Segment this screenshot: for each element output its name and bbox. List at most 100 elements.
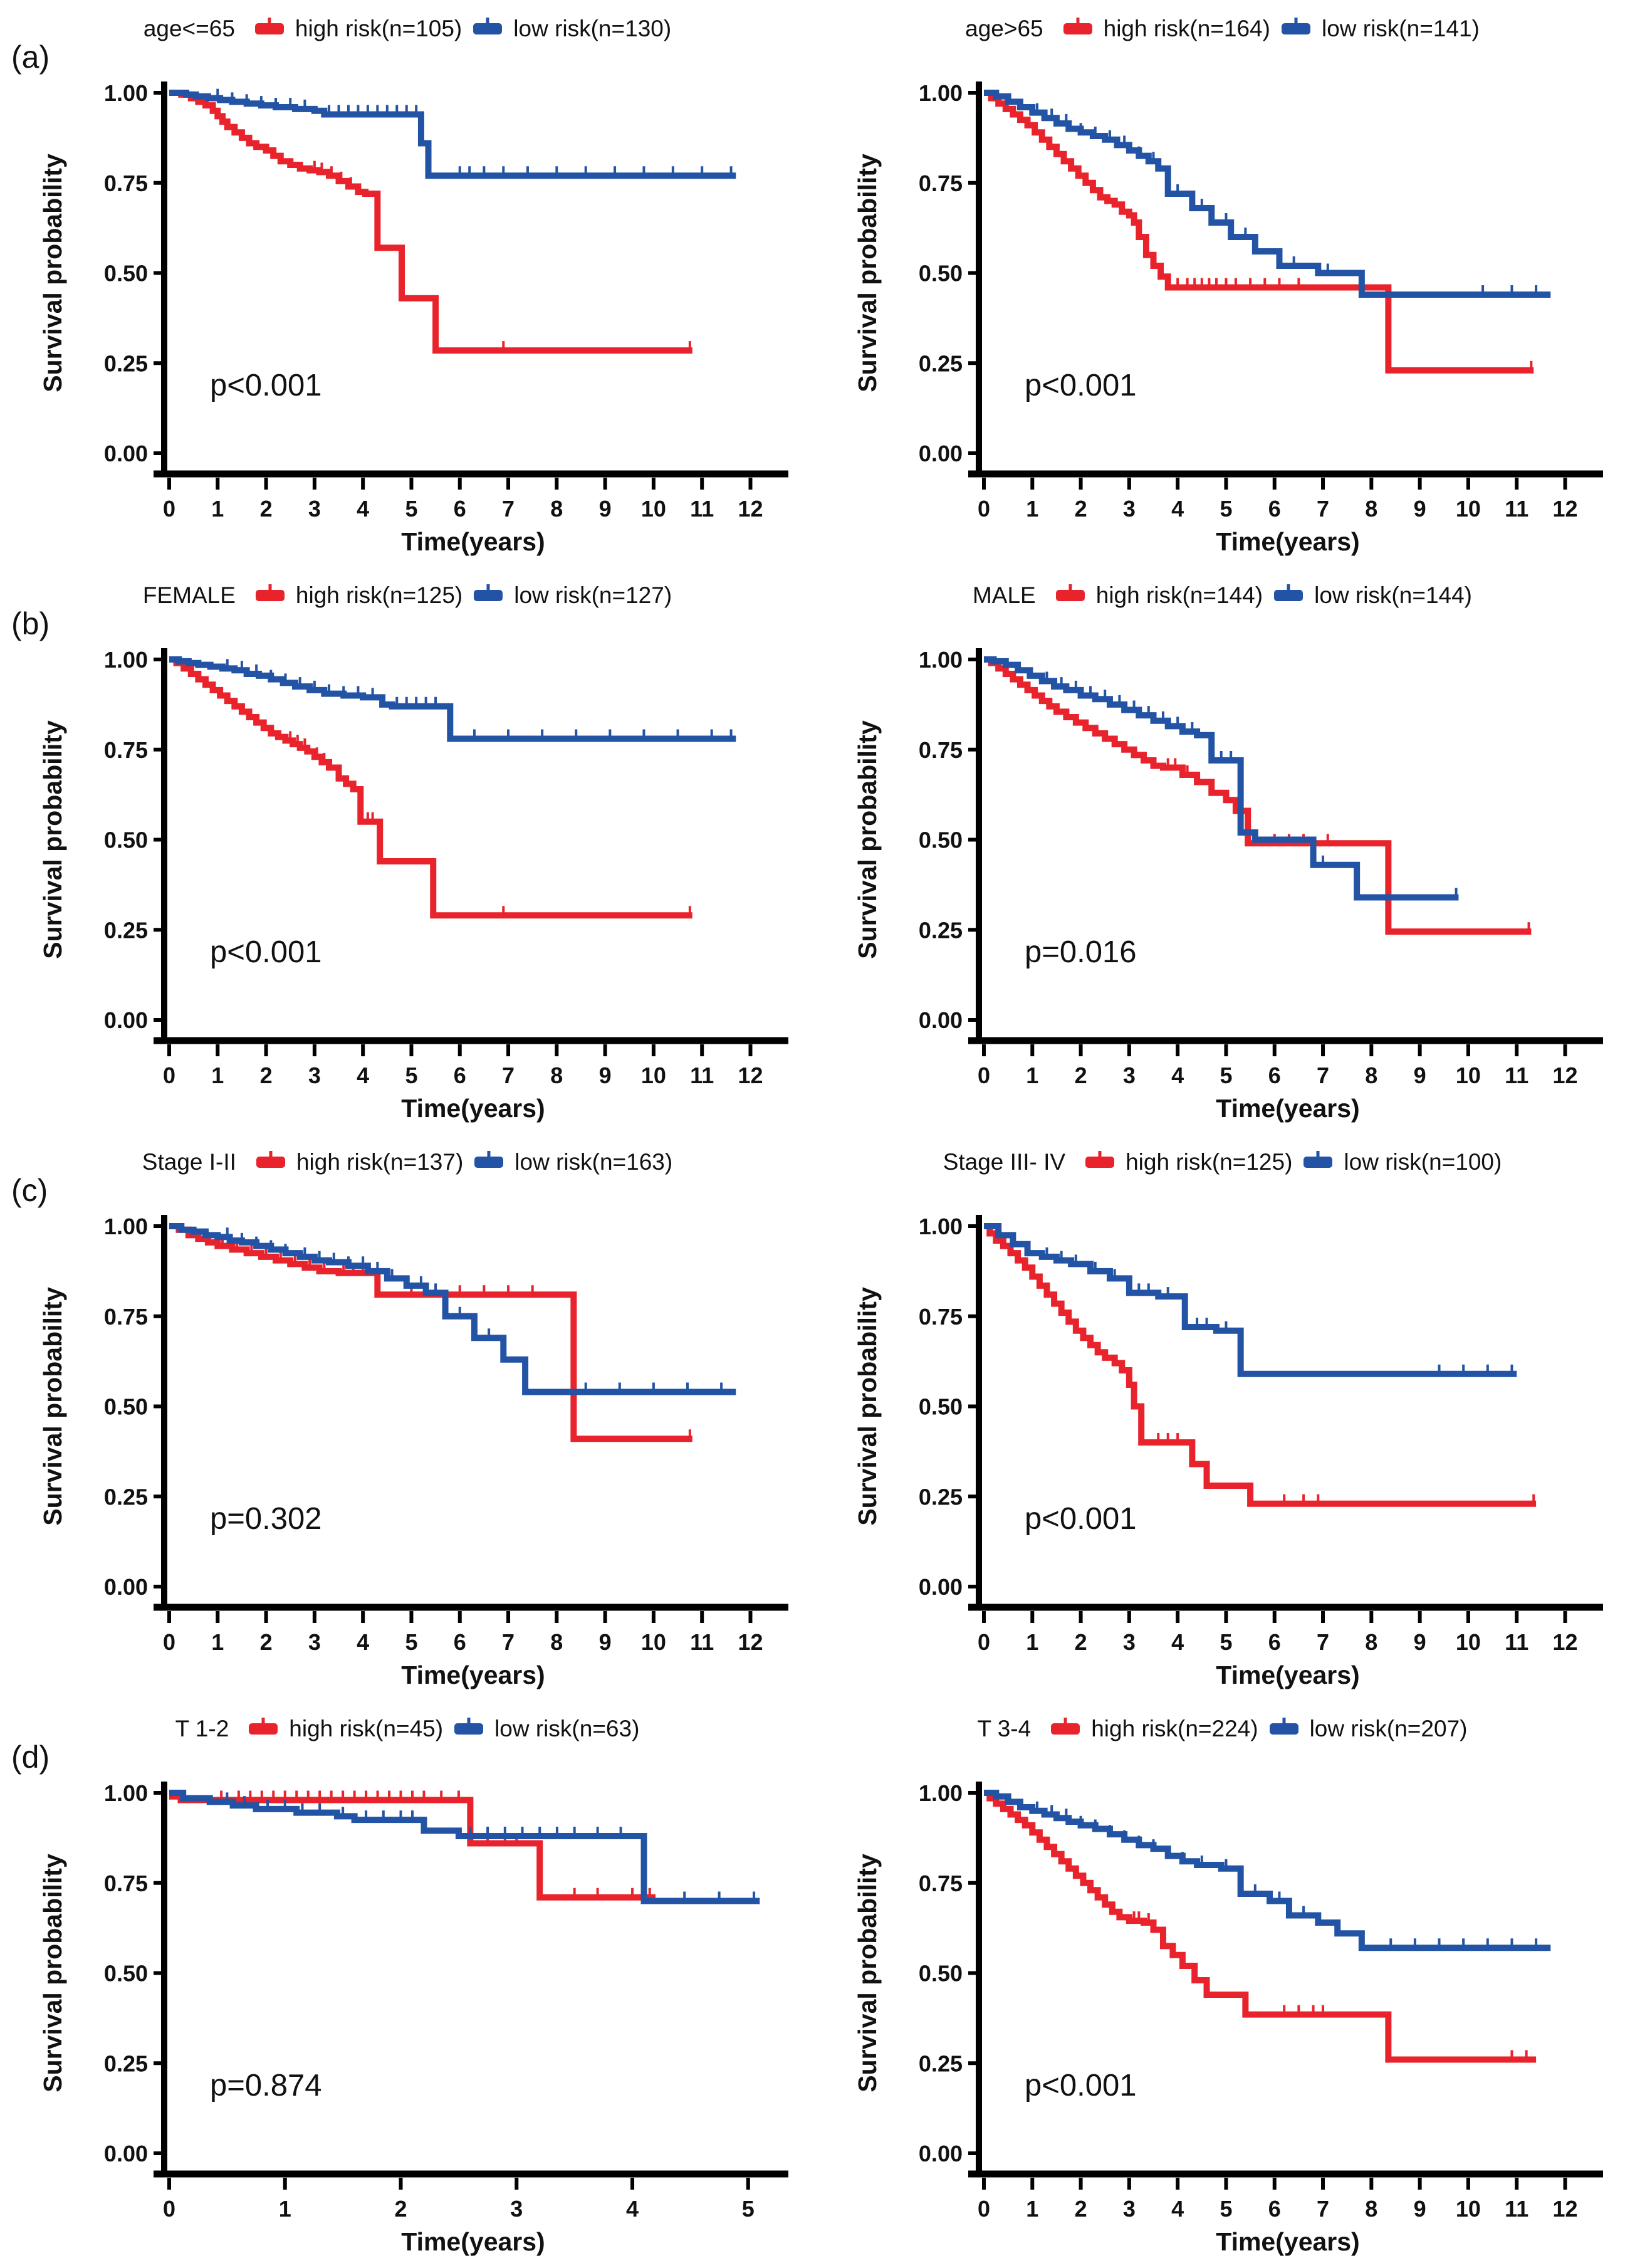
x-tick-label: 6 xyxy=(1268,1063,1281,1088)
x-tick-label: 8 xyxy=(1365,496,1377,522)
x-tick-label: 1 xyxy=(279,2196,291,2222)
x-tick-label: 6 xyxy=(1268,1629,1281,1655)
y-tick-label: 0.25 xyxy=(104,2050,148,2076)
y-tick-label: 1.00 xyxy=(104,80,148,106)
x-tick-label: 11 xyxy=(1505,1629,1528,1655)
km-panel: MALE high risk(n=144) low risk(n=144) 1.… xyxy=(815,567,1630,1133)
x-axis-title: Time(years) xyxy=(401,1661,545,1689)
x-tick-label: 8 xyxy=(550,1629,563,1655)
x-tick-label: 0 xyxy=(163,1063,175,1088)
y-tick-label: 0.00 xyxy=(919,1007,963,1033)
y-tick-label: 0.00 xyxy=(104,2141,148,2166)
x-tick-label: 6 xyxy=(1268,496,1281,522)
x-tick-label: 10 xyxy=(1456,1063,1481,1088)
y-tick-label: 1.00 xyxy=(919,1780,963,1806)
low-risk-key-icon xyxy=(474,590,503,601)
y-tick-label: 0.50 xyxy=(919,827,963,853)
y-tick-label: 0.25 xyxy=(104,350,148,376)
km-plot: 1.000.750.500.250.000 1 2 3 4 5 6 7 8 9 10 11 12Time… xyxy=(38,1214,788,1689)
x-tick-label: 11 xyxy=(690,1629,714,1655)
legend-group-label: age>65 xyxy=(965,16,1043,41)
y-tick-label: 0.75 xyxy=(919,737,963,763)
low-risk-curve xyxy=(984,656,1459,901)
high-risk-label: high risk(n=45) xyxy=(289,1716,444,1741)
x-tick-label: 6 xyxy=(454,1629,466,1655)
high-risk-label: high risk(n=144) xyxy=(1095,582,1263,608)
legend-group-label: MALE xyxy=(972,582,1036,608)
low-risk-label: low risk(n=100) xyxy=(1344,1149,1502,1175)
x-axis-title: Time(years) xyxy=(401,527,545,556)
km-plot: 1.000.750.500.250.000 1 2 3 4 5 6 7 8 9 10 11 12Time… xyxy=(853,1780,1603,2256)
panel-letter: (b) xyxy=(11,606,50,641)
km-panel: (c) Stage I-II high risk(n=137) low risk… xyxy=(0,1133,815,1700)
panel-letter: (a) xyxy=(11,39,50,75)
km-panel: age>65 high risk(n=164) low risk(n=141) … xyxy=(815,0,1630,567)
x-axis-title: Time(years) xyxy=(401,2227,545,2256)
y-axis-title: Survival probability xyxy=(38,1287,67,1526)
x-tick-label: 2 xyxy=(1075,496,1087,522)
x-tick-label: 4 xyxy=(1171,2196,1184,2222)
x-tick-label: 12 xyxy=(738,1629,763,1655)
p-value: p<0.001 xyxy=(1025,369,1137,402)
y-tick-label: 0.50 xyxy=(104,261,148,286)
x-tick-label: 12 xyxy=(738,496,763,522)
x-tick-label: 7 xyxy=(1317,2196,1329,2222)
y-axis-title: Survival probability xyxy=(38,1854,67,2092)
x-tick-label: 3 xyxy=(1123,496,1136,522)
x-tick-label: 11 xyxy=(1505,496,1528,522)
km-plot: 1.000.750.500.250.000 1 2 3 4 5 6 7 8 9 10 11 12Time… xyxy=(853,1214,1603,1689)
y-tick-label: 0.25 xyxy=(104,1484,148,1509)
y-tick-label: 0.50 xyxy=(919,261,963,286)
x-tick-label: 8 xyxy=(1365,1063,1377,1088)
x-tick-label: 0 xyxy=(163,496,175,522)
high-risk-label: high risk(n=105) xyxy=(295,16,462,41)
y-tick-label: 0.25 xyxy=(919,2050,963,2076)
panel-legend: MALE high risk(n=144) low risk(n=144) xyxy=(815,567,1630,616)
y-tick-label: 0.50 xyxy=(104,1394,148,1420)
x-tick-label: 0 xyxy=(163,1629,175,1655)
y-tick-label: 0.50 xyxy=(104,827,148,853)
panel-letter: (d) xyxy=(11,1740,50,1775)
y-axis-title: Survival probability xyxy=(853,154,882,392)
low-risk-key-icon xyxy=(454,1723,484,1735)
low-risk-curve xyxy=(169,1223,736,1395)
y-tick-label: 0.75 xyxy=(919,1871,963,1896)
y-tick-label: 1.00 xyxy=(919,80,963,106)
x-tick-label: 3 xyxy=(308,496,321,522)
x-tick-label: 7 xyxy=(502,1629,515,1655)
x-tick-label: 9 xyxy=(1414,1629,1426,1655)
high-risk-key-icon xyxy=(1055,590,1085,601)
x-tick-label: 0 xyxy=(978,1063,990,1088)
low-risk-label: low risk(n=63) xyxy=(494,1716,640,1741)
y-tick-label: 0.75 xyxy=(104,737,148,763)
y-tick-label: 0.00 xyxy=(919,2141,963,2166)
x-tick-label: 10 xyxy=(1456,2196,1481,2222)
low-risk-key-icon xyxy=(1303,1157,1333,1168)
x-tick-label: 5 xyxy=(1220,1629,1232,1655)
x-tick-label: 1 xyxy=(1026,2196,1038,2222)
y-tick-label: 0.75 xyxy=(919,1304,963,1330)
x-axis-title: Time(years) xyxy=(1216,527,1359,556)
x-tick-label: 2 xyxy=(395,2196,407,2222)
x-tick-label: 0 xyxy=(978,2196,990,2222)
x-tick-label: 3 xyxy=(1123,2196,1136,2222)
x-tick-label: 12 xyxy=(1552,1063,1577,1088)
x-tick-label: 5 xyxy=(405,496,417,522)
x-tick-label: 5 xyxy=(405,1063,417,1088)
legend-group-label: Stage I-II xyxy=(142,1149,236,1175)
x-tick-label: 8 xyxy=(550,1063,563,1088)
panel-legend: Stage III- IV high risk(n=125) low risk(… xyxy=(815,1133,1630,1182)
low-risk-label: low risk(n=163) xyxy=(515,1149,673,1175)
y-axis-title: Survival probability xyxy=(38,720,67,959)
legend-group-label: T 1-2 xyxy=(175,1716,229,1741)
panel-letter: (c) xyxy=(11,1173,48,1208)
high-risk-key-icon xyxy=(255,590,285,601)
x-tick-label: 9 xyxy=(1414,496,1426,522)
high-risk-label: high risk(n=137) xyxy=(296,1149,464,1175)
legend-group-label: T 3-4 xyxy=(977,1716,1032,1741)
legend-group-label: FEMALE xyxy=(142,582,236,608)
x-tick-label: 9 xyxy=(1414,1063,1426,1088)
x-tick-label: 5 xyxy=(1220,496,1232,522)
x-tick-label: 1 xyxy=(1026,496,1038,522)
